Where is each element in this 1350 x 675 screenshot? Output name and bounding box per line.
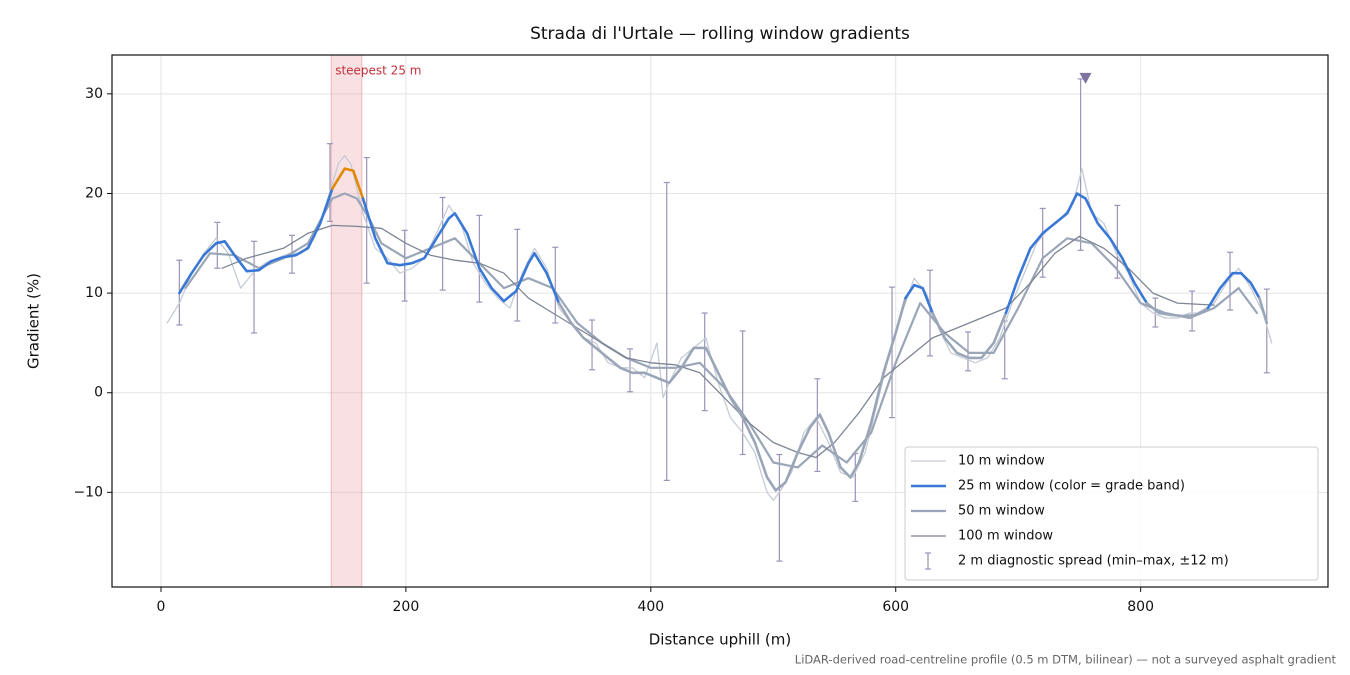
error-bar [1039,207,1046,278]
error-bar [289,234,296,274]
error-bar [626,348,633,393]
error-bar [552,246,559,324]
error-bar [1152,297,1159,328]
error-bar [214,221,221,269]
x-tick-label: 200 [393,599,420,615]
error-bar [663,181,670,482]
plot-area: steepest 25 m [112,54,1328,588]
error-bar [776,453,783,562]
error-bar [1263,288,1270,374]
y-axis-label: Gradient (%) [25,273,43,369]
series-line [178,187,334,295]
legend-label: 2 m diagnostic spread (min–max, ±12 m) [958,554,1229,569]
y-tick-label: −10 [73,484,103,500]
x-tick-label: 800 [1127,599,1154,615]
error-bar [889,286,896,419]
x-tick-label: 0 [157,599,166,615]
y-tick-label: 30 [85,86,103,102]
legend-label: 25 m window (color = grade band) [958,479,1185,494]
series-line [904,283,934,315]
error-bar [1114,204,1121,279]
y-tick-label: 0 [94,385,103,401]
series-line [361,197,561,305]
error-bar [927,269,934,357]
highlight-label: steepest 25 m [335,64,421,78]
series-line [1145,301,1210,318]
error-bar [363,157,370,284]
chart-title: Strada di l'Urtale — rolling window grad… [530,24,910,44]
error-bar [514,228,521,322]
error-bar [326,143,333,222]
error-bar [1227,251,1234,311]
error-bar [1077,78,1084,251]
legend-label: 10 m window [958,454,1045,469]
series-line [557,296,907,492]
error-bar [701,312,708,412]
series-line [1206,271,1261,310]
error-bar [739,330,746,456]
footnote: LiDAR-derived road-centreline profile (0… [795,653,1337,667]
series-line [331,167,365,200]
x-axis-label: Distance uphill (m) [649,631,791,649]
y-tick-label: 10 [85,285,103,301]
y-tick-label: 20 [85,185,103,201]
error-bar [1189,290,1196,332]
series-line [1004,192,1149,315]
legend-label: 100 m window [958,529,1053,544]
series-line [1258,296,1269,325]
peak-marker [1079,72,1092,84]
series-line [221,224,1215,459]
x-tick-label: 400 [637,599,664,615]
legend-label: 50 m window [958,504,1045,519]
axes-frame [111,54,1329,588]
legend-box [904,446,1319,581]
series-line [931,311,1008,360]
error-bar [476,214,483,303]
legend: 10 m window 25 m window (color = grade ba… [904,446,1319,581]
highlight-band [330,54,363,588]
series-line [184,192,1259,469]
x-tick-label: 600 [882,599,909,615]
